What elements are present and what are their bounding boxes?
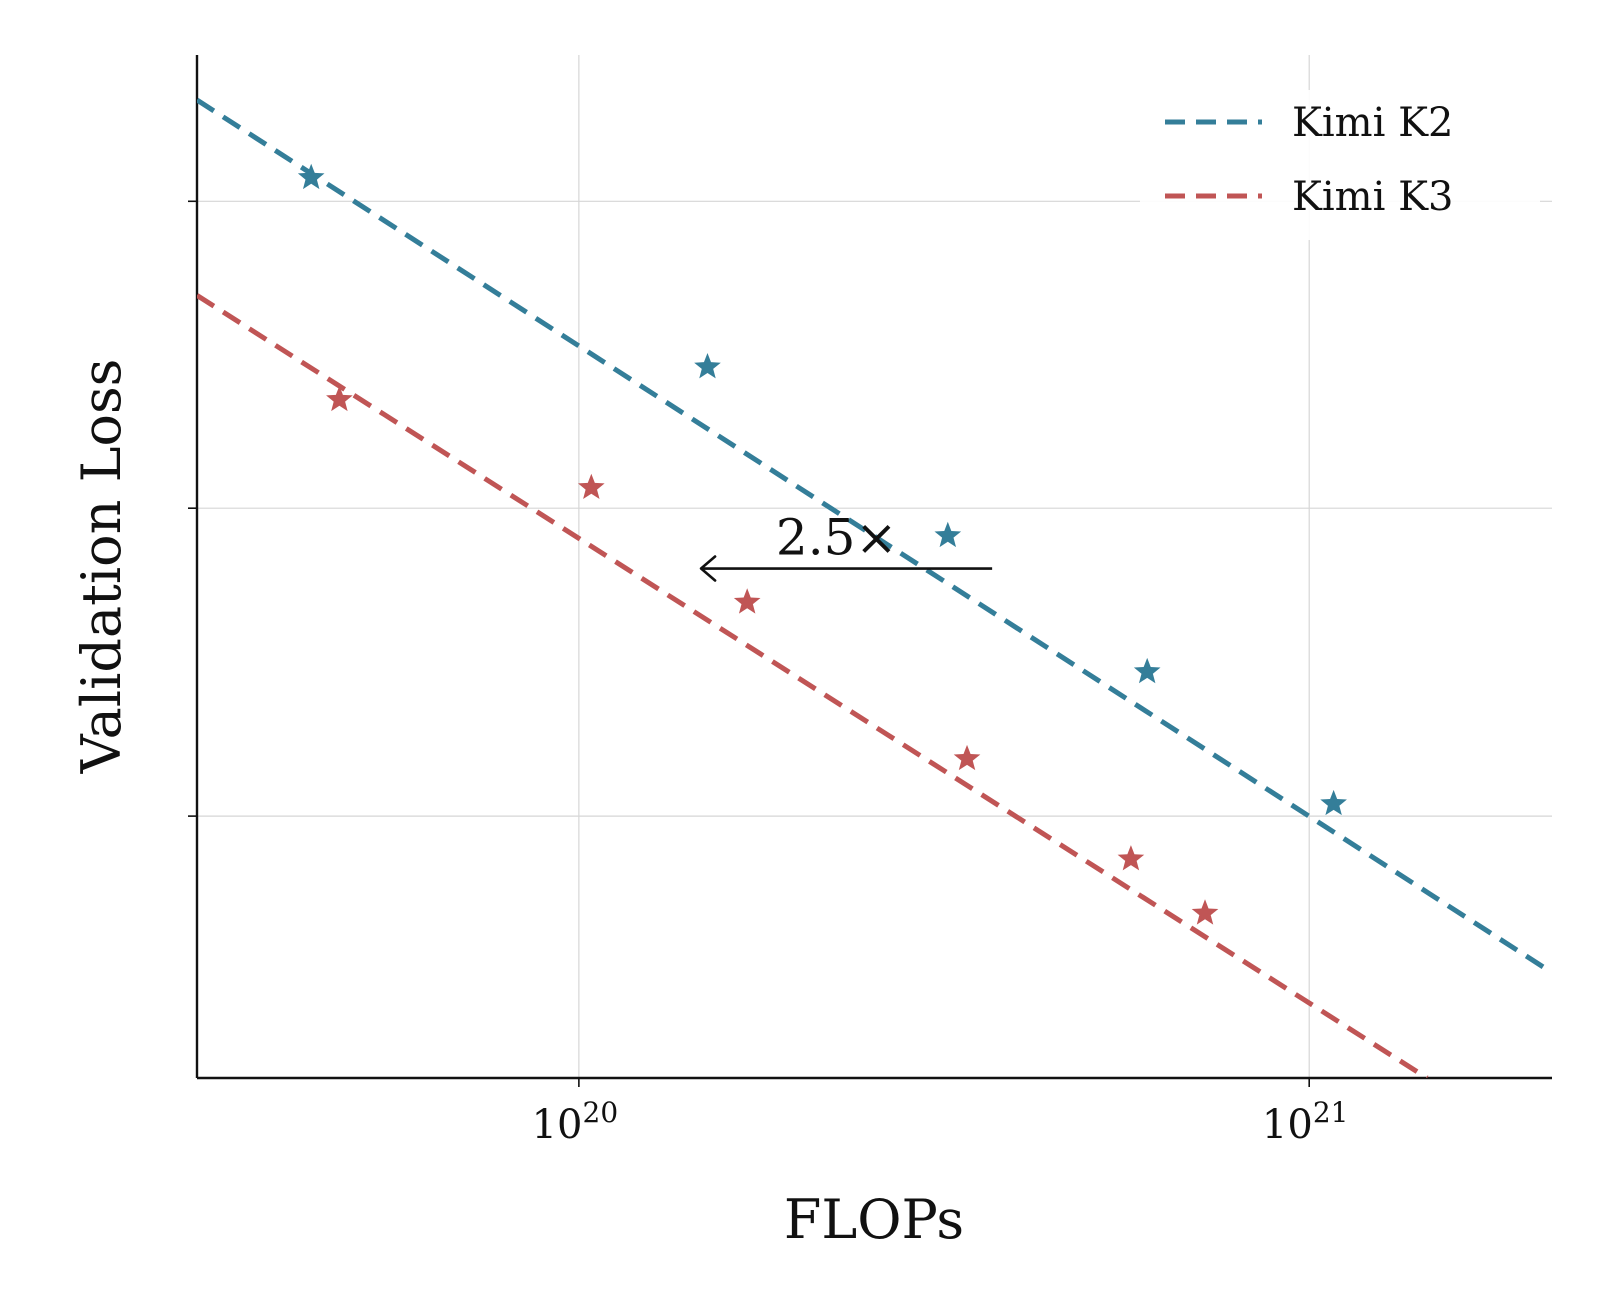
data-point-star (1191, 899, 1219, 925)
x-tick-label: 1020 (532, 1096, 619, 1148)
legend: Kimi K2 Kimi K3 (1140, 90, 1540, 240)
annotation-label: 2.5× (776, 509, 897, 567)
data-point-star (694, 353, 721, 379)
series-1 (197, 97, 1552, 975)
x-tick-label-base: 10 (1262, 1102, 1313, 1148)
annotation-layer: 2.5× (699, 509, 993, 582)
fit-line (197, 293, 1429, 1078)
legend-label: Kimi K3 (1292, 174, 1453, 220)
data-point-star (578, 473, 605, 500)
data-point-star (1133, 657, 1161, 684)
data-point-star (953, 744, 981, 771)
x-tick-label: 1021 (1262, 1096, 1349, 1148)
data-point-star (326, 385, 353, 412)
annotation-arrow-head (699, 555, 717, 582)
legend-background (1140, 90, 1540, 240)
y-axis-title: Validation Loss (70, 359, 133, 775)
series-layer (197, 97, 1552, 1078)
fit-line (197, 97, 1552, 975)
legend-label: Kimi K2 (1292, 100, 1453, 146)
x-tick-label-exponent: 21 (1313, 1096, 1349, 1129)
data-point-star (934, 521, 962, 548)
x-axis-title: FLOPs (784, 1188, 964, 1251)
data-point-star (1117, 845, 1145, 871)
data-point-star (1320, 789, 1347, 816)
series-2 (197, 293, 1429, 1078)
x-tick-label-exponent: 20 (583, 1096, 619, 1129)
data-point-star (297, 163, 325, 190)
x-tick-label-base: 10 (532, 1102, 583, 1148)
axes: 1020 1021 (188, 55, 1552, 1148)
data-point-star (733, 588, 761, 614)
